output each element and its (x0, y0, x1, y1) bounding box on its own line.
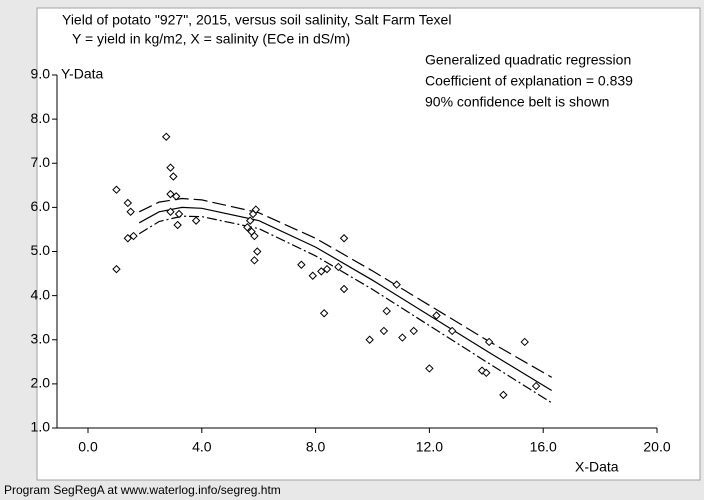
data-point (365, 335, 374, 344)
plot-panel (36, 7, 701, 481)
y-tick-label: 5.0 (31, 242, 51, 258)
data-point (322, 264, 332, 274)
regression-line (138, 215, 553, 404)
data-point (447, 326, 457, 336)
data-point (123, 198, 133, 208)
data-point (126, 207, 135, 216)
data-point (171, 192, 181, 201)
data-point (250, 256, 259, 265)
data-point (245, 216, 255, 225)
data-point (477, 366, 487, 375)
x-tick-label: 8.0 (306, 439, 326, 455)
annotation: Generalized quadratic regression (425, 52, 631, 68)
x-axis-label: X-Data (575, 459, 619, 475)
x-tick-label: 12.0 (416, 439, 443, 455)
data-point (166, 163, 175, 172)
x-tick-label: 20.0 (643, 439, 670, 455)
data-point (319, 309, 329, 318)
data-point (112, 264, 121, 274)
data-point (250, 231, 259, 241)
y-axis-label: Y-Data (61, 66, 104, 82)
data-point (191, 216, 201, 225)
data-point (339, 284, 349, 294)
data-point (162, 132, 171, 141)
data-point (253, 247, 262, 256)
data-point (499, 390, 508, 400)
y-tick-label: 1.0 (31, 419, 51, 435)
data-point (317, 267, 326, 276)
chart-subtitle: Y = yield in kg/m2, X = salinity (ECe in… (72, 31, 350, 47)
data-point (243, 223, 252, 232)
annotation: Coefficient of explanation = 0.839 (425, 73, 633, 89)
data-point (482, 368, 491, 378)
data-point (520, 337, 529, 347)
y-tick-label: 2.0 (31, 375, 51, 391)
data-point (409, 326, 418, 336)
data-point (308, 271, 317, 280)
data-point (425, 364, 434, 373)
y-tick-label: 4.0 (31, 286, 51, 302)
data-point (392, 280, 401, 289)
footer: Program SegRegA at www.waterlog.info/seg… (4, 483, 281, 497)
x-tick-label: 16.0 (530, 439, 557, 455)
x-tick-label: 4.0 (192, 439, 212, 455)
data-point (398, 333, 407, 342)
data-point (123, 234, 133, 243)
data-point (166, 189, 175, 199)
y-tick-label: 3.0 (31, 330, 51, 346)
y-tick-label: 7.0 (31, 154, 51, 170)
data-point (379, 326, 389, 336)
data-point (173, 220, 182, 230)
chart-title: Yield of potato "927", 2015, versus soil… (62, 12, 451, 28)
data-point (251, 205, 261, 214)
data-point (169, 172, 178, 181)
y-tick-label: 9.0 (31, 66, 51, 82)
x-tick-label: 0.0 (78, 439, 98, 455)
data-point (484, 337, 494, 347)
data-point (339, 234, 349, 243)
data-point (166, 207, 175, 216)
data-point (129, 231, 138, 241)
data-point (531, 381, 541, 391)
annotation: 90% confidence belt is shown (425, 94, 609, 110)
data-point (382, 306, 391, 316)
y-tick-label: 8.0 (31, 110, 51, 126)
data-point (112, 185, 121, 194)
data-point (334, 262, 343, 272)
regression-line (138, 197, 552, 378)
data-point (174, 209, 184, 219)
data-point (297, 260, 306, 269)
data-point (432, 311, 441, 320)
y-tick-label: 6.0 (31, 198, 51, 214)
